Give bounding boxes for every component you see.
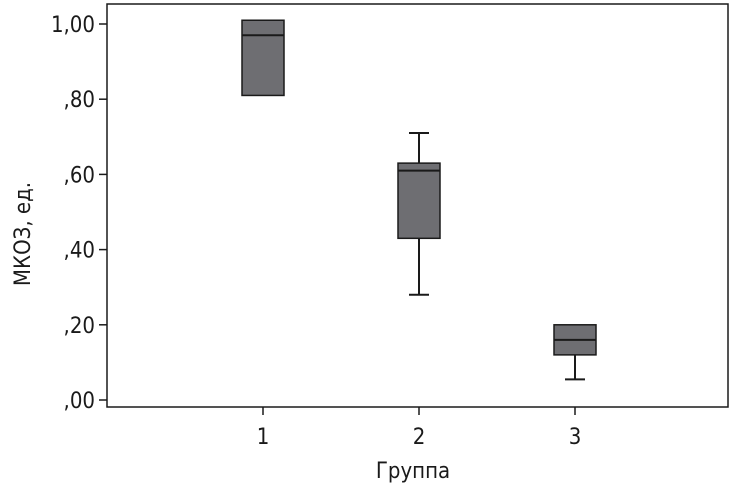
- x-tick-label: 2: [413, 425, 426, 450]
- y-tick-label: ,00: [64, 389, 95, 414]
- box-iqr: [397, 162, 441, 240]
- box-group: [397, 132, 441, 296]
- boxes: [241, 19, 597, 381]
- x-tick-label: 3: [569, 425, 582, 450]
- y-axis: ,00 ,20 ,40 ,60 ,80 1,00: [51, 13, 107, 414]
- y-tick-label: ,40: [64, 239, 95, 264]
- box-group: [241, 19, 285, 97]
- box-iqr: [241, 19, 285, 97]
- y-tick-label: ,80: [64, 88, 95, 113]
- y-tick-label: ,20: [64, 314, 95, 339]
- x-axis: 1 2 3: [257, 407, 582, 450]
- box-group: [553, 324, 597, 381]
- x-axis-title: Группа: [376, 459, 450, 484]
- y-tick-label: ,60: [64, 163, 95, 188]
- y-axis-title: МКОЗ, ед.: [11, 182, 36, 286]
- y-tick-label: 1,00: [51, 13, 95, 38]
- x-tick-label: 1: [257, 425, 270, 450]
